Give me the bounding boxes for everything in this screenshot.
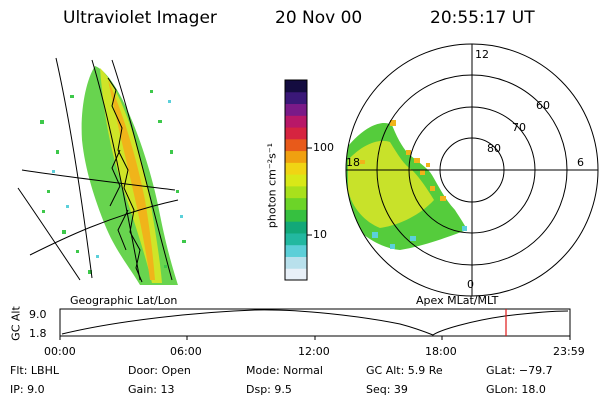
mlat-label-70: 70 <box>512 121 526 134</box>
colorbar-segment <box>285 232 307 246</box>
colorbar-label-10: 10 <box>313 228 327 241</box>
orbit-plot-frame <box>59 308 571 337</box>
image-date: 20 Nov 00 <box>275 8 363 28</box>
apex-projection-label: Apex MLat/MLT <box>416 294 499 307</box>
geographic-projection-label: Geographic Lat/Lon <box>70 294 178 307</box>
colorbar-segment <box>285 268 307 281</box>
info-gain: Gain: 13 <box>128 383 175 396</box>
info-gc-alt: GC Alt: 5.9 Re <box>366 364 443 377</box>
polar-cyan-pixels <box>372 226 467 249</box>
colorbar-segment <box>285 209 307 222</box>
colorbar-segment <box>285 127 307 140</box>
info-dsp: Dsp: 9.5 <box>246 383 292 396</box>
orbit-xtick-2359: 23:59 <box>553 345 585 358</box>
mlat-label-80: 80 <box>487 142 501 155</box>
orbit-xtick-0600: 06:00 <box>170 345 202 358</box>
mlt-label-18: 18 <box>346 156 360 169</box>
info-mode: Mode: Normal <box>246 364 323 377</box>
colorbar-segment <box>285 80 307 93</box>
orbit-y-axis-label: GC Alt <box>9 306 23 341</box>
colorbar-segment <box>285 244 307 257</box>
auroral-oval-core <box>108 80 155 280</box>
colorbar-segment <box>285 150 307 163</box>
image-time: 20:55:17 UT <box>430 8 535 28</box>
colorbar-axis-title: photon cm⁻²s⁻¹ <box>265 142 279 229</box>
info-door: Door: Open <box>128 364 191 377</box>
orbit-plot <box>59 308 571 340</box>
info-filter: Flt: LBHL <box>10 364 59 377</box>
polar-auroral-bright <box>348 140 434 228</box>
colorbar-segment <box>285 256 307 269</box>
info-seq: Seq: 39 <box>366 383 408 396</box>
orbit-xtick-0000: 00:00 <box>44 345 76 358</box>
orbit-xticks <box>59 336 571 340</box>
geographic-grid <box>17 57 179 281</box>
mlat-label-60: 60 <box>536 99 550 112</box>
colorbar-segment <box>285 221 307 234</box>
colorbar-segment <box>285 185 307 199</box>
colorbar-frame <box>284 79 308 281</box>
noise-pixels-cyan <box>52 100 183 258</box>
colorbar-segment <box>285 115 307 128</box>
orbit-ytick-9: 9.0 <box>29 308 47 321</box>
colorbar-segment <box>285 174 307 187</box>
info-glon: GLon: 18.0 <box>486 383 546 396</box>
orbit-ytick-1-8: 1.8 <box>29 327 47 340</box>
colorbar-segment <box>285 91 307 105</box>
colorbar-segment <box>285 103 307 116</box>
orbit-xtick-1800: 18:00 <box>425 345 457 358</box>
colorbar-segment <box>285 138 307 152</box>
mlt-label-0: 0 <box>467 278 474 291</box>
colorbar-label-100: 100 <box>313 141 334 154</box>
info-ip: IP: 9.0 <box>10 383 45 396</box>
orbit-altitude-curve <box>61 309 569 336</box>
polar-grid <box>345 43 599 297</box>
noise-pixels <box>40 90 186 274</box>
polar-image <box>346 120 467 250</box>
orbit-xtick-1200: 12:00 <box>298 345 330 358</box>
info-glat: GLat: −79.7 <box>486 364 553 377</box>
polar-plot <box>345 43 599 297</box>
instrument-title: Ultraviolet Imager <box>63 8 217 28</box>
colorbar <box>285 80 307 281</box>
geographic-image-panel <box>17 57 186 285</box>
coastline <box>107 77 143 283</box>
polar-yellow-pixels <box>360 120 446 201</box>
colorbar-segment <box>285 197 307 210</box>
colorbar-segment <box>285 162 307 175</box>
mlt-label-6: 6 <box>577 156 584 169</box>
mlt-label-12: 12 <box>475 48 489 61</box>
